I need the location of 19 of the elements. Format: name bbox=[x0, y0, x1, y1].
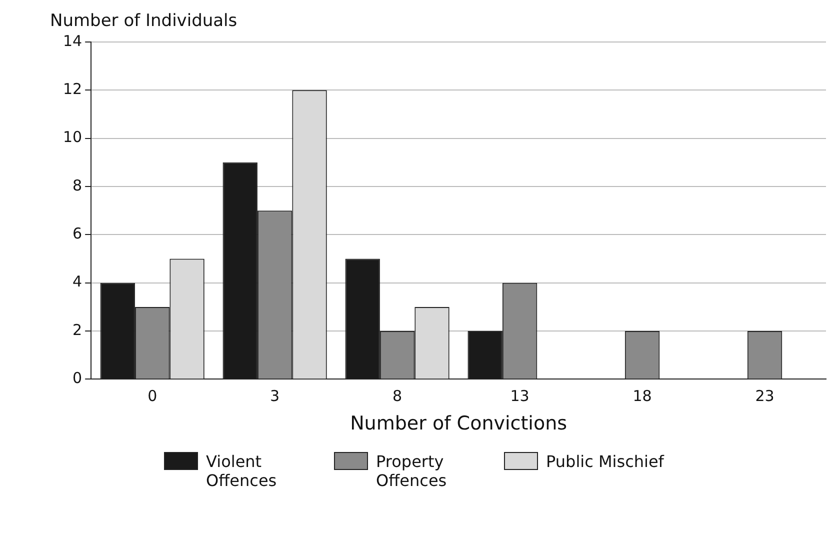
x-tick-label: 8 bbox=[392, 387, 402, 406]
x-axis-title: Number of Convictions bbox=[350, 412, 568, 435]
x-tick-label: 23 bbox=[755, 387, 774, 406]
x-tick-label: 18 bbox=[632, 387, 652, 406]
y-tick-label: 8 bbox=[72, 176, 82, 194]
legend-label: Public Mischief bbox=[546, 452, 664, 471]
y-tick-label: 2 bbox=[72, 320, 82, 339]
legend-label: Property Offences bbox=[376, 452, 448, 490]
y-tick-label: 0 bbox=[72, 369, 82, 388]
y-tick-label: 4 bbox=[72, 272, 82, 291]
x-tick-label: 13 bbox=[510, 387, 530, 406]
y-axis-title: Number of Individuals bbox=[50, 10, 238, 31]
x-tick-label: 3 bbox=[270, 387, 280, 406]
x-tick-label: 0 bbox=[148, 387, 158, 406]
y-tick-label: 10 bbox=[62, 128, 82, 146]
y-tick-label: 6 bbox=[72, 224, 82, 243]
y-tick-label: 12 bbox=[62, 80, 82, 98]
legend-label: Violent Offences bbox=[206, 452, 278, 490]
y-tick-label: 14 bbox=[62, 32, 82, 50]
